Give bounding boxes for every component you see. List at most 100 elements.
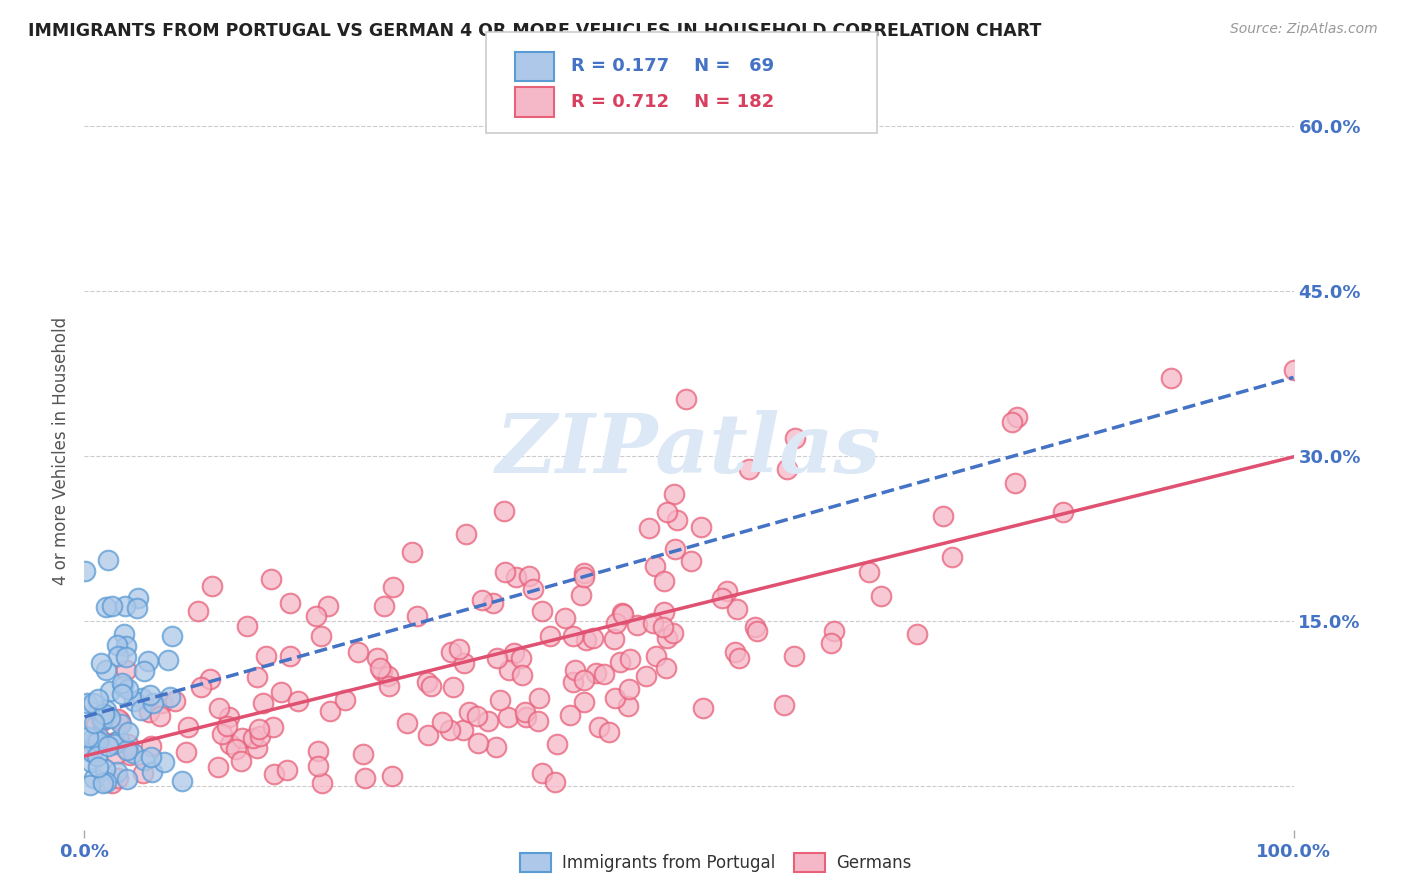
Point	[510, 668, 533, 682]
Point	[132, 766, 155, 780]
Text: ZIPatlas: ZIPatlas	[496, 410, 882, 491]
Point	[105, 765, 128, 780]
Point	[91, 712, 114, 726]
Point	[588, 720, 610, 734]
Point	[617, 698, 640, 713]
Point	[82, 731, 104, 746]
Point	[378, 679, 401, 693]
Point	[225, 741, 247, 756]
Point	[745, 624, 768, 638]
Point	[79, 778, 101, 792]
Point	[107, 771, 129, 785]
Point	[115, 639, 138, 653]
Point	[368, 661, 391, 675]
Point	[496, 709, 519, 723]
Point	[451, 723, 474, 737]
Point	[82, 697, 104, 711]
Point	[120, 747, 142, 762]
Point	[562, 674, 585, 689]
Point	[86, 748, 108, 763]
Point	[87, 691, 110, 706]
Point	[235, 619, 257, 633]
Point	[692, 701, 714, 715]
Point	[152, 755, 174, 769]
Point	[773, 698, 796, 712]
Point	[538, 629, 561, 643]
Point	[107, 649, 129, 664]
Point	[174, 745, 197, 759]
Text: R = 0.712    N = 182: R = 0.712 N = 182	[571, 93, 775, 112]
Point	[527, 714, 550, 729]
Point	[502, 646, 524, 660]
Point	[287, 694, 309, 708]
Point	[572, 673, 595, 687]
Point	[97, 552, 120, 566]
Point	[105, 638, 128, 652]
Point	[138, 654, 160, 668]
Point	[103, 737, 125, 751]
Point	[93, 735, 115, 749]
Point	[231, 731, 253, 745]
Point	[1001, 415, 1024, 429]
Point	[783, 648, 806, 663]
Point	[494, 565, 516, 579]
Point	[114, 599, 136, 614]
Point	[562, 629, 585, 643]
Point	[114, 740, 136, 755]
Point	[605, 615, 627, 630]
Point	[572, 695, 595, 709]
Point	[254, 648, 277, 663]
Point	[395, 716, 418, 731]
Point	[457, 705, 479, 719]
Point	[93, 776, 115, 790]
Point	[467, 735, 489, 749]
Point	[93, 710, 115, 724]
Point	[582, 631, 605, 645]
Point	[664, 541, 686, 556]
Point	[449, 642, 471, 657]
Point	[932, 508, 955, 523]
Text: IMMIGRANTS FROM PORTUGAL VS GERMAN 4 OR MORE VEHICLES IN HOUSEHOLD CORRELATION C: IMMIGRANTS FROM PORTUGAL VS GERMAN 4 OR …	[28, 22, 1042, 40]
Point	[246, 670, 269, 684]
Point	[634, 668, 657, 682]
Text: Immigrants from Portugal: Immigrants from Portugal	[562, 854, 776, 871]
Point	[441, 681, 464, 695]
Point	[657, 631, 679, 645]
Point	[858, 565, 880, 579]
Point	[485, 739, 508, 754]
Point	[439, 645, 461, 659]
Point	[603, 690, 626, 705]
Point	[97, 739, 120, 753]
Point	[405, 609, 427, 624]
Point	[83, 716, 105, 731]
Point	[141, 764, 163, 779]
Point	[163, 694, 186, 708]
Point	[98, 683, 121, 698]
Point	[200, 672, 222, 686]
Point	[131, 703, 153, 717]
Point	[107, 713, 129, 727]
Point	[666, 513, 689, 527]
Point	[820, 636, 842, 650]
Point	[1052, 505, 1074, 519]
Point	[498, 663, 520, 677]
Point	[353, 771, 375, 785]
Point	[482, 596, 505, 610]
Point	[127, 591, 149, 605]
Point	[149, 709, 172, 723]
Point	[610, 606, 633, 620]
Point	[201, 579, 224, 593]
Point	[1007, 410, 1029, 425]
Point	[107, 733, 129, 747]
Point	[262, 720, 284, 734]
Text: Source: ZipAtlas.com: Source: ZipAtlas.com	[1230, 22, 1378, 37]
Point	[724, 645, 747, 659]
Point	[94, 600, 117, 615]
Point	[73, 564, 96, 578]
Point	[115, 650, 138, 665]
Point	[242, 731, 264, 745]
Point	[187, 605, 209, 619]
Point	[638, 521, 661, 535]
Point	[420, 679, 443, 693]
Point	[104, 735, 127, 749]
